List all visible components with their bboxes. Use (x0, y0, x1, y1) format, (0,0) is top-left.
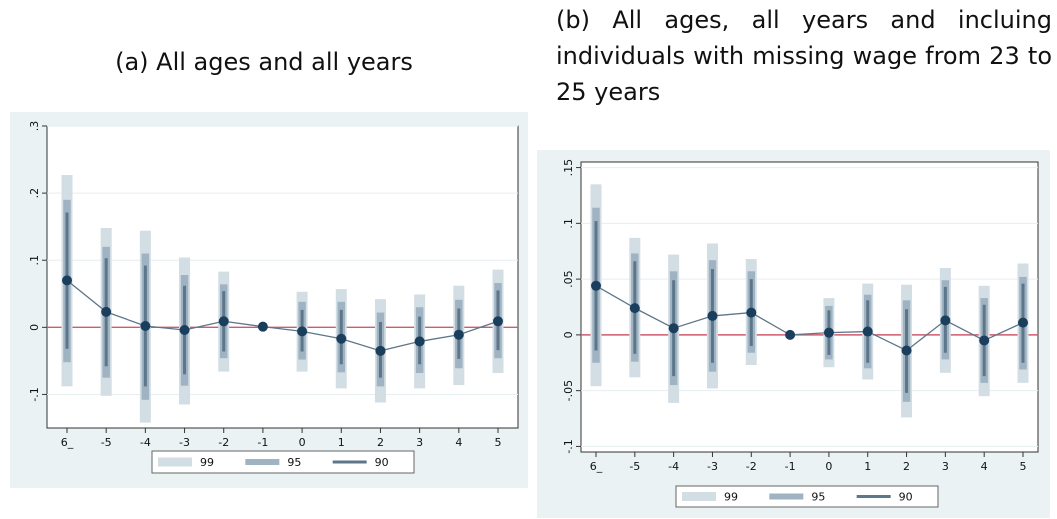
chart-b-legend-label-90: 90 (899, 491, 913, 504)
chart-a-y-tick-label: -.1 (28, 387, 41, 401)
chart-b-estimate-point (668, 323, 679, 334)
chart-b-estimate-point (785, 329, 796, 340)
chart-a-y-tick-label: .1 (28, 255, 41, 266)
chart-a-estimate-point (257, 321, 268, 332)
chart-a-x-tick-label: 1 (338, 436, 345, 449)
chart-a-legend-key-99 (158, 457, 192, 467)
chart-b-legend-key-99 (682, 492, 716, 501)
chart-b-y-tick-label: .1 (562, 218, 575, 229)
chart-b-estimate-point (707, 310, 718, 321)
chart-b-estimate-point (591, 280, 601, 291)
chart-b-estimate-point (629, 303, 640, 314)
chart-b-y-tick-label: -.1 (562, 439, 575, 453)
chart-b-x-tick-label: 4 (981, 460, 988, 473)
chart-a-estimate-line (66, 279, 499, 352)
chart-a: -.1 0 .1 .2 .3 6_ -5 -4 -3 -2 -1 0 1 2 3 4 5 99 95 90 (28, 121, 519, 474)
caption-b: (b) All ages, all years and incluing ind… (556, 6, 1052, 106)
chart-b-x-tick-label: -3 (707, 460, 718, 473)
chart-a-y-tick-label: 0 (28, 324, 41, 331)
chart-b-estimate-point (901, 345, 912, 356)
chart-b-estimate-point (1018, 317, 1028, 328)
chart-a-estimate-point (297, 326, 308, 337)
chart-a-plot-area (46, 125, 519, 429)
chart-b-x-tick-label: 1 (864, 460, 871, 473)
chart-a-estimate-point (375, 345, 386, 356)
chart-a-x-tick-label: -3 (179, 436, 190, 449)
chart-a-x-tick-label: 0 (299, 436, 306, 449)
chart-b-y-tick-label: .15 (562, 159, 575, 177)
chart-a-legend-label-95: 95 (287, 456, 301, 469)
chart-a-estimate-point (336, 333, 347, 344)
chart-a-x-tick-label: -4 (140, 436, 151, 449)
chart-b-legend (675, 485, 939, 508)
chart-a-legend-key-90 (332, 460, 367, 464)
chart-b-estimate-point (746, 307, 757, 318)
chart-a-y-tick-label: .2 (28, 188, 41, 199)
chart-a-estimate-point (101, 306, 112, 317)
chart-b-x-tick-label: -1 (785, 460, 796, 473)
chart-a-estimate-point (414, 336, 425, 347)
chart-panel-b: -.1 -.05 0 .05 .1 .15 6_ -5 -4 -3 -2 -1 0 1 2 3 4 5 99 95 90 (537, 150, 1050, 518)
chart-b-estimate-point (979, 335, 990, 346)
chart-a-estimate-point (140, 320, 151, 331)
chart-a-x-tick-label: 3 (416, 436, 423, 449)
chart-b-estimate-point (823, 327, 834, 338)
chart-b-x-tick-label: 5 (1020, 460, 1027, 473)
chart-a-estimate-point (62, 275, 72, 286)
caption-a: (a) All ages and all years (115, 48, 413, 76)
chart-b-x-tick-label: 2 (903, 460, 910, 473)
chart-a-legend (151, 450, 415, 474)
chart-a-x-tick-label: 5 (495, 436, 502, 449)
chart-b-x-tick-label: 3 (942, 460, 949, 473)
chart-a-x-tick-label: -1 (257, 436, 268, 449)
chart-a-estimate-point (493, 316, 503, 327)
chart-b-x-tick-label: -2 (746, 460, 757, 473)
chart-b: -.1 -.05 0 .05 .1 .15 6_ -5 -4 -3 -2 -1 0 1 2 3 4 5 99 95 90 (562, 159, 1039, 508)
chart-b-x-tick-label: 6_ (590, 460, 603, 473)
chart-a-legend-label-90: 90 (375, 456, 389, 469)
chart-a-x-tick-label: 2 (377, 436, 384, 449)
chart-a-estimate-point (218, 316, 229, 327)
chart-panel-a: -.1 0 .1 .2 .3 6_ -5 -4 -3 -2 -1 0 1 2 3 4 5 99 95 90 (10, 112, 528, 488)
chart-a-legend-label-99: 99 (200, 456, 214, 469)
chart-a-x-tick-label: -5 (101, 436, 112, 449)
chart-b-y-tick-label: -.05 (562, 380, 575, 401)
chart-a-estimate-point (453, 329, 464, 340)
chart-b-legend-key-95 (769, 493, 804, 500)
chart-b-x-tick-label: -5 (629, 460, 640, 473)
chart-a-x-tick-label: 4 (455, 436, 462, 449)
chart-b-x-tick-label: 0 (825, 460, 832, 473)
chart-b-y-tick-label: 0 (562, 331, 575, 338)
chart-b-estimate-point (940, 315, 951, 326)
chart-a-estimate-point (179, 325, 190, 336)
chart-b-x-tick-label: -4 (668, 460, 679, 473)
chart-b-legend-key-90 (856, 495, 891, 498)
chart-b-estimate-point (862, 326, 873, 337)
chart-b-legend-label-99: 99 (724, 491, 738, 504)
chart-a-y-tick-label: .3 (28, 121, 41, 132)
chart-b-y-tick-label: .05 (562, 270, 575, 288)
chart-a-x-tick-label: -2 (218, 436, 229, 449)
chart-a-x-tick-label: 6_ (61, 436, 74, 449)
chart-b-estimate-line (595, 285, 1024, 352)
chart-b-legend-label-95: 95 (811, 491, 825, 504)
chart-a-legend-key-95 (245, 459, 280, 465)
chart-b-plot-area (580, 161, 1039, 453)
